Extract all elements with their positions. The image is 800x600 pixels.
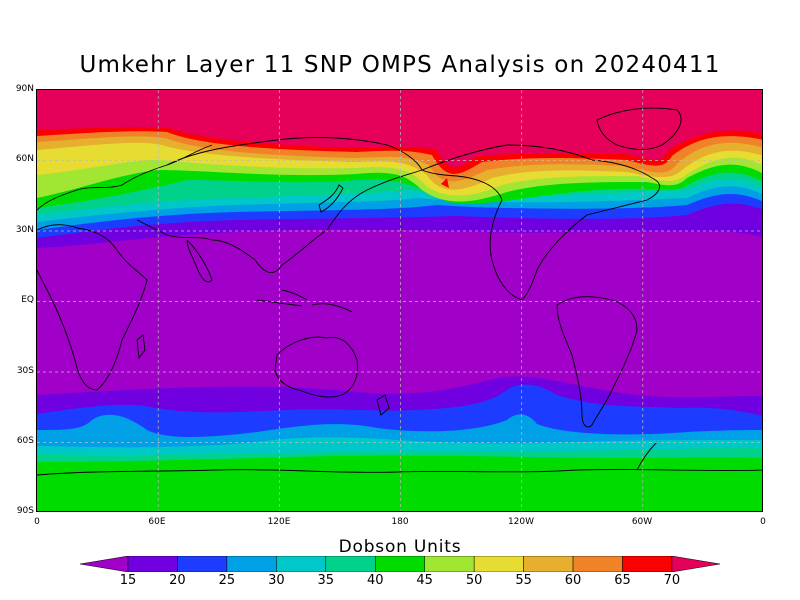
colorbar-bin (325, 556, 376, 572)
colorbar-tick-label: 15 (119, 573, 137, 588)
colorbar-tick-label: 25 (218, 573, 236, 588)
colorbar-bin (177, 556, 228, 572)
colorbar-tick-label: 30 (268, 573, 285, 588)
lat-label-30n: 30N (15, 225, 34, 235)
colorbar-tick-label: 35 (317, 573, 335, 588)
lon-label-180: 180 (391, 517, 409, 527)
colorbar-cap-high (671, 556, 720, 572)
colorbar-bin (375, 556, 425, 572)
colorbar-bin (424, 556, 475, 572)
colorbar-tick-label: 65 (614, 573, 631, 588)
colorbar (80, 556, 720, 572)
graticule (37, 90, 762, 511)
south-america-outline (556, 296, 638, 428)
lat-label-30s: 30S (16, 366, 34, 376)
ozone-map (36, 89, 763, 512)
north-band-polar (37, 90, 762, 168)
lon-label-0-west: 0 (34, 517, 40, 527)
colorbar-bin (523, 556, 574, 572)
lat-label-60s: 60S (16, 436, 34, 446)
asia-outline (136, 137, 423, 274)
antarctica-outline (37, 468, 762, 476)
australia-outline (274, 336, 358, 398)
map-title: Umkehr Layer 11 SNP OMPS Analysis on 202… (79, 52, 721, 78)
colorbar-tick-label: 45 (416, 573, 433, 588)
colorbar-bin (572, 556, 623, 572)
colorbar-tick-label: 40 (366, 573, 384, 588)
north-america-outline (421, 144, 661, 301)
lat-label-90n: 90N (15, 84, 34, 94)
pacific-high-patch (441, 178, 449, 188)
madagascar-outline (136, 334, 146, 360)
colorbar-tick-label: 50 (465, 573, 483, 588)
lon-label-0-east: 0 (760, 517, 766, 527)
lat-label-eq: EQ (21, 295, 34, 305)
colorbar-title: Dobson Units (338, 537, 462, 557)
colorbar-tick-label: 20 (169, 573, 186, 588)
colorbar-bin (276, 556, 327, 572)
new-zealand-outline (376, 394, 390, 416)
greenland-outline (596, 107, 682, 150)
lon-label-120e: 120E (267, 517, 291, 527)
lon-label-60e: 60E (148, 517, 166, 527)
colorbar-bin (622, 556, 673, 572)
lon-label-120w: 120W (507, 517, 535, 527)
antarctic-peninsula-outline (636, 441, 658, 471)
south-band-45 (37, 455, 762, 511)
colorbar-bin (127, 556, 178, 572)
lon-label-60w: 60W (631, 517, 653, 527)
colorbar-bin (226, 556, 277, 572)
colorbar-cap-low (80, 556, 129, 572)
india-outline (186, 239, 213, 283)
colorbar-tick-label: 55 (515, 573, 532, 588)
japan-outline (318, 184, 344, 213)
lat-label-90s: 90S (16, 506, 34, 516)
colorbar-tick-label: 60 (564, 573, 582, 588)
lat-label-60n: 60N (15, 154, 34, 164)
colorbar-bin (473, 556, 524, 572)
colorbar-tick-label: 70 (663, 573, 681, 588)
